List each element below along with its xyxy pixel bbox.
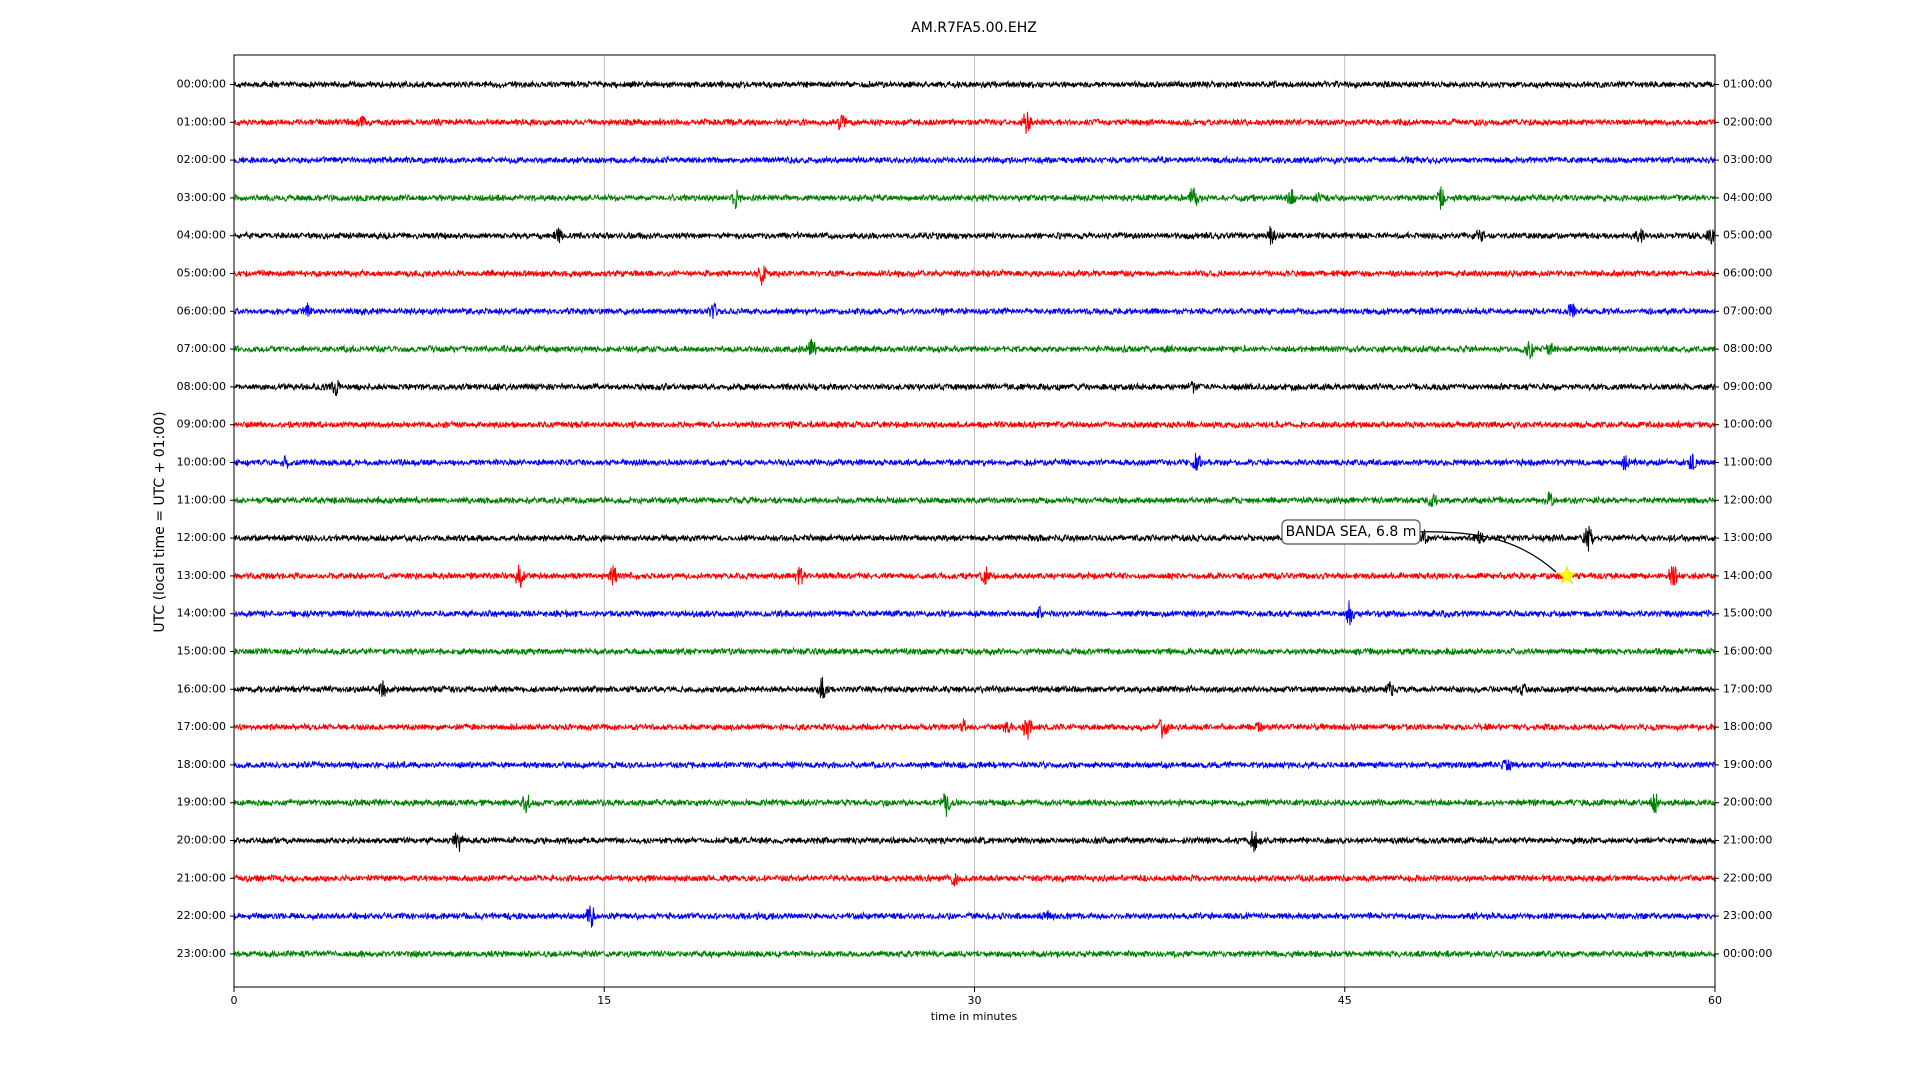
y2-tick-label: 02:00:00 (1723, 115, 1772, 128)
trace (233, 905, 1716, 928)
trace (233, 759, 1716, 772)
x-tick-label: 45 (1338, 994, 1352, 1007)
trace (233, 676, 1716, 699)
trace (233, 186, 1716, 210)
y-tick-label: 08:00:00 (177, 380, 226, 393)
chart-title: AM.R7FA5.00.EHZ (911, 20, 1037, 36)
y2-tick-label: 12:00:00 (1723, 493, 1772, 506)
y-tick-label: 23:00:00 (177, 947, 226, 960)
trace (233, 600, 1716, 626)
y2-tick-label: 19:00:00 (1723, 758, 1772, 771)
y-tick-label: 16:00:00 (177, 682, 226, 695)
y-tick-label: 03:00:00 (177, 191, 226, 204)
y2-tick-label: 08:00:00 (1723, 342, 1772, 355)
y-tick-label: 00:00:00 (177, 78, 226, 91)
trace (233, 338, 1716, 360)
y-tick-label: 10:00:00 (177, 456, 226, 469)
y-tick-label: 13:00:00 (177, 569, 226, 582)
x-tick-label: 15 (597, 994, 611, 1007)
x-axis-label: time in minutes (931, 1010, 1018, 1023)
y-tick-label: 09:00:00 (177, 418, 226, 431)
y-tick-label: 15:00:00 (177, 645, 226, 658)
x-tick-label: 30 (968, 994, 982, 1007)
y2-tick-label: 15:00:00 (1723, 607, 1772, 620)
x-tick-label: 60 (1708, 994, 1722, 1007)
y2-tick-label: 20:00:00 (1723, 796, 1772, 809)
trace (233, 79, 1716, 90)
y-tick-label: 19:00:00 (177, 796, 226, 809)
y-tick-label: 22:00:00 (177, 909, 226, 922)
event-marker (1556, 565, 1578, 585)
y-tick-label: 20:00:00 (177, 834, 226, 847)
y2-tick-label: 03:00:00 (1723, 153, 1772, 166)
event-annotation: BANDA SEA, 6.8 m (1281, 519, 1578, 585)
trace (233, 419, 1716, 430)
y-tick-label: 21:00:00 (177, 871, 226, 884)
trace (233, 949, 1716, 959)
y-tick-label: 06:00:00 (177, 304, 226, 317)
y-tick-label: 18:00:00 (177, 758, 226, 771)
y2-tick-label: 16:00:00 (1723, 645, 1772, 658)
y2-tick-label: 13:00:00 (1723, 531, 1772, 544)
trace (233, 564, 1716, 589)
trace (233, 379, 1716, 396)
y-tick-label: 12:00:00 (177, 531, 226, 544)
y-tick-label: 02:00:00 (177, 153, 226, 166)
y2-tick-label: 10:00:00 (1723, 418, 1772, 431)
trace (233, 226, 1716, 245)
trace (233, 491, 1716, 508)
plot-frame (233, 54, 1716, 988)
y-tick-label: 14:00:00 (177, 607, 226, 620)
y2-tick-label: 11:00:00 (1723, 456, 1772, 469)
y2-tick-label: 00:00:00 (1723, 947, 1772, 960)
y-tick-label: 07:00:00 (177, 342, 226, 355)
y2-tick-label: 17:00:00 (1723, 682, 1772, 695)
y2-tick-label: 09:00:00 (1723, 380, 1772, 393)
trace (233, 265, 1716, 286)
y2-tick-label: 04:00:00 (1723, 191, 1772, 204)
y-tick-label: 05:00:00 (177, 267, 226, 280)
event-label: BANDA SEA, 6.8 m (1286, 524, 1417, 540)
trace (233, 301, 1716, 320)
y2-tick-label: 22:00:00 (1723, 871, 1772, 884)
x-tick-label: 0 (231, 994, 238, 1007)
trace (233, 718, 1716, 740)
trace (233, 793, 1716, 817)
trace (233, 646, 1716, 657)
y2-tick-label: 14:00:00 (1723, 569, 1772, 582)
y2-tick-label: 23:00:00 (1723, 909, 1772, 922)
trace (233, 111, 1716, 134)
y2-tick-label: 06:00:00 (1723, 267, 1772, 280)
y2-tick-label: 01:00:00 (1723, 78, 1772, 91)
y2-tick-label: 18:00:00 (1723, 720, 1772, 733)
trace (233, 154, 1716, 166)
y-tick-label: 04:00:00 (177, 229, 226, 242)
y2-tick-label: 07:00:00 (1723, 304, 1772, 317)
trace (233, 873, 1716, 887)
event-box (1281, 519, 1421, 545)
y-tick-label: 01:00:00 (177, 115, 226, 128)
y2-tick-label: 05:00:00 (1723, 229, 1772, 242)
y-tick-label: 11:00:00 (177, 493, 226, 506)
event-arrow (1411, 531, 1557, 573)
trace (233, 525, 1716, 552)
trace (233, 830, 1716, 853)
y-tick-label: 17:00:00 (177, 720, 226, 733)
trace (233, 452, 1716, 471)
y2-tick-label: 21:00:00 (1723, 834, 1772, 847)
y-axis-label: UTC (local time = UTC + 01:00) (152, 411, 168, 632)
